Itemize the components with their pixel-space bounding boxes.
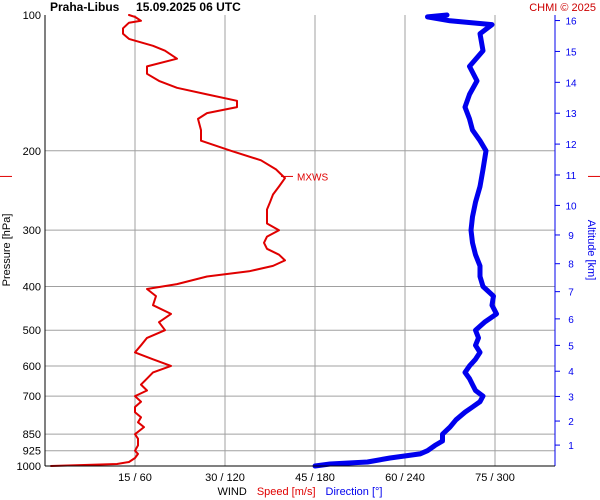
x-axis-label-direction: Direction [°] xyxy=(326,486,383,498)
y-axis-label-right: Altitude [km] xyxy=(585,220,597,281)
x-tick-label: 60 / 240 xyxy=(385,472,425,484)
x-tick-label: 30 / 120 xyxy=(205,472,245,484)
chart-title: Praha-Libus 15.09.2025 06 UTC xyxy=(50,0,241,14)
altitude-tick-label: 6 xyxy=(568,315,574,326)
speed-series-line xyxy=(50,14,286,467)
altitude-tick-label: 15 xyxy=(565,47,577,58)
pressure-tick-label: 850 xyxy=(23,429,41,441)
altitude-tick-label: 11 xyxy=(566,171,577,182)
x-axis-label-prefix: WIND xyxy=(217,486,246,498)
x-tick-label: 75 / 300 xyxy=(475,472,515,484)
pressure-tick-label: 200 xyxy=(23,146,41,158)
altitude-tick-label: 7 xyxy=(568,288,574,299)
pressure-tick-label: 100 xyxy=(23,10,41,22)
pressure-tick-label: 700 xyxy=(23,391,41,403)
altitude-tick-label: 8 xyxy=(568,260,574,271)
x-tick-label: 15 / 60 xyxy=(118,472,152,484)
pressure-tick-label: 300 xyxy=(23,225,41,237)
pressure-tick-label: 925 xyxy=(23,446,41,458)
y-axis-label-left: Pressure [hPa] xyxy=(1,214,13,287)
altitude-tick-label: 2 xyxy=(568,417,574,428)
credit-text: CHMI © 2025 xyxy=(529,2,596,14)
altitude-tick-label: 14 xyxy=(565,78,577,89)
x-axis-label-speed: Speed [m/s] xyxy=(257,486,316,498)
altitude-tick-label: 3 xyxy=(568,392,574,403)
pressure-tick-label: 500 xyxy=(23,325,41,337)
altitude-tick-label: 1 xyxy=(568,441,574,452)
annotations: MXWS xyxy=(0,172,600,183)
x-tick-labels: 15 / 60 30 / 120 45 / 180 60 / 240 75 / 300 xyxy=(118,472,515,484)
grid-lines xyxy=(45,15,555,467)
x-tick-label: 45 / 180 xyxy=(295,472,335,484)
altitude-tick-label: 13 xyxy=(565,109,577,120)
mxws-label: MXWS xyxy=(297,172,328,183)
altitude-tick-label: 9 xyxy=(568,231,574,242)
altitude-tick-label: 5 xyxy=(568,341,574,352)
series-lines xyxy=(50,12,499,469)
direction-series-line xyxy=(312,12,499,469)
pressure-tick-labels: 100 200 300 400 500 600 700 850 925 1000 xyxy=(17,10,41,473)
pressure-tick-label: 1000 xyxy=(17,461,41,473)
altitude-tick-label: 4 xyxy=(568,367,574,378)
pressure-tick-label: 400 xyxy=(23,282,41,294)
altitude-tick-label: 12 xyxy=(565,140,577,151)
altitude-tick-label: 16 xyxy=(565,17,577,28)
x-axis-label: WIND Speed [m/s] Direction [°] xyxy=(217,486,382,498)
pressure-tick-label: 600 xyxy=(23,361,41,373)
altitude-tick-label: 10 xyxy=(565,201,577,212)
